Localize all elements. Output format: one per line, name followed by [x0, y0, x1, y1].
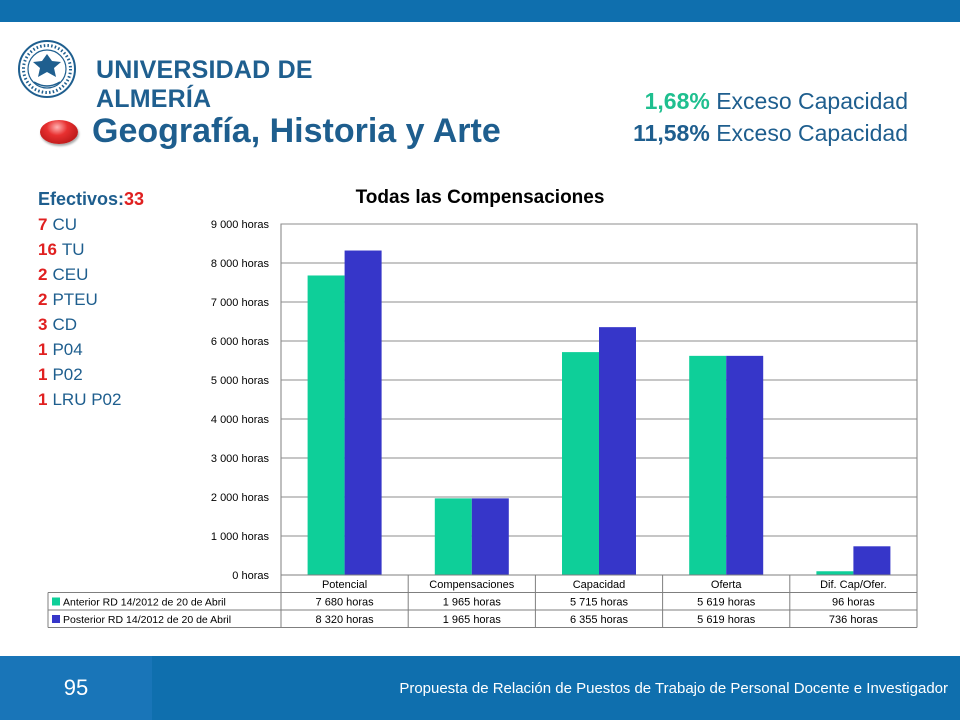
staff-item-label: TU	[61, 240, 85, 259]
staff-item-count: 16	[38, 240, 57, 259]
staff-item: 7 CU	[38, 212, 144, 237]
staff-item-count: 7	[38, 215, 48, 234]
staff-item-label: P04	[52, 340, 83, 359]
y-tick-label: 0 horas	[232, 570, 269, 582]
staff-item: 2 PTEU	[38, 287, 144, 312]
title-row: Geografía, Historia y Arte	[40, 112, 501, 151]
x-category-label: Dif. Cap/Ofer.	[820, 579, 887, 591]
staff-item-count: 2	[38, 265, 48, 284]
x-category-label: Capacidad	[573, 579, 626, 591]
page-title: Geografía, Historia y Arte	[92, 112, 501, 150]
data-label: 6 355 horas	[570, 614, 629, 626]
data-label: 5 619 horas	[697, 597, 756, 609]
footer-caption: Propuesta de Relación de Puestos de Trab…	[399, 680, 948, 697]
staff-item: 1 P02	[38, 362, 144, 387]
staff-item-label: LRU P02	[52, 390, 122, 409]
y-tick-label: 1 000 horas	[211, 531, 270, 543]
bar-anterior	[307, 275, 345, 575]
data-label: 5 619 horas	[697, 614, 756, 626]
legend-swatch	[52, 597, 60, 606]
data-label: 7 680 horas	[316, 597, 375, 609]
staff-list: Efectivos:33 7 CU 16 TU 2 CEU 2 PTEU 3 CD 1 P0…	[38, 187, 144, 412]
staff-heading-label: Efectivos:	[38, 189, 125, 209]
excess-capacity-2: 11,58% Exceso Capacidad	[633, 120, 908, 147]
data-label: 96 horas	[832, 597, 875, 609]
legend-swatch	[52, 615, 60, 623]
legend-series-name: Anterior RD 14/2012 de 20 de Abril	[63, 597, 226, 609]
y-tick-label: 8 000 horas	[211, 258, 270, 270]
bar-posterior	[853, 546, 891, 575]
x-category-label: Compensaciones	[429, 579, 514, 591]
data-label: 8 320 horas	[316, 614, 375, 626]
top-bar	[0, 0, 960, 22]
page-number: 95	[0, 656, 152, 720]
y-tick-label: 4 000 horas	[211, 414, 270, 426]
chart-title: Todas las Compensaciones	[356, 187, 605, 208]
y-tick-label: 9 000 horas	[211, 219, 270, 231]
bar-anterior	[689, 355, 727, 575]
bar-posterior	[599, 327, 636, 575]
data-label: 1 965 horas	[443, 597, 502, 609]
excess-capacity-1: 1,68% Exceso Capacidad	[645, 88, 908, 115]
compensations-chart: Todas las Compensaciones 0 horas 1 000 ho…	[47, 187, 918, 628]
y-tick-label: 3 000 horas	[211, 453, 270, 465]
bar-anterior	[816, 571, 854, 575]
footer: 95 Propuesta de Relación de Puestos de T…	[0, 656, 960, 720]
bar-posterior	[471, 498, 509, 575]
bar-anterior	[434, 498, 472, 575]
bar-anterior	[562, 352, 599, 575]
staff-item-count: 1	[38, 390, 48, 409]
staff-heading-value: 33	[124, 189, 145, 209]
data-label: 1 965 horas	[443, 614, 502, 626]
bar-posterior	[726, 355, 764, 575]
excess-pct-1: 1,68%	[644, 88, 710, 114]
red-bullet-icon	[40, 119, 78, 144]
legend-series-name: Posterior RD 14/2012 de 20 de Abril	[63, 614, 231, 626]
staff-item-count: 1	[38, 340, 48, 359]
excess-pct-2: 11,58%	[633, 120, 710, 146]
staff-item-label: CU	[52, 215, 78, 234]
y-tick-label: 2 000 horas	[211, 492, 270, 504]
university-seal-icon	[18, 40, 76, 98]
staff-item: 2 CEU	[38, 262, 144, 287]
excess-label-2: Exceso Capacidad	[716, 120, 908, 146]
staff-item: 3 CD	[38, 312, 144, 337]
staff-item-label: P02	[52, 365, 83, 384]
data-label: 736 horas	[829, 614, 878, 626]
staff-item-label: CD	[52, 315, 78, 334]
bar-posterior	[344, 250, 382, 575]
university-logo: UNIVERSIDAD DE ALMERÍA	[14, 38, 334, 113]
staff-item: 1 LRU P02	[38, 387, 144, 412]
x-category-label: Oferta	[711, 579, 742, 591]
y-tick-label: 5 000 horas	[211, 375, 270, 387]
excess-label-1: Exceso Capacidad	[716, 88, 908, 114]
university-name: UNIVERSIDAD DE ALMERÍA	[96, 56, 313, 113]
staff-item-count: 3	[38, 315, 48, 334]
data-label: 5 715 horas	[570, 597, 629, 609]
staff-item-count: 2	[38, 290, 48, 309]
staff-item-count: 1	[38, 365, 48, 384]
x-category-label: Potencial	[322, 579, 367, 591]
staff-item-label: PTEU	[52, 290, 98, 309]
staff-item: 16 TU	[38, 237, 144, 262]
staff-item: 1 P04	[38, 337, 144, 362]
staff-heading: Efectivos:33	[38, 187, 144, 212]
y-tick-label: 6 000 horas	[211, 336, 270, 348]
staff-item-label: CEU	[52, 265, 89, 284]
y-tick-label: 7 000 horas	[211, 297, 270, 309]
